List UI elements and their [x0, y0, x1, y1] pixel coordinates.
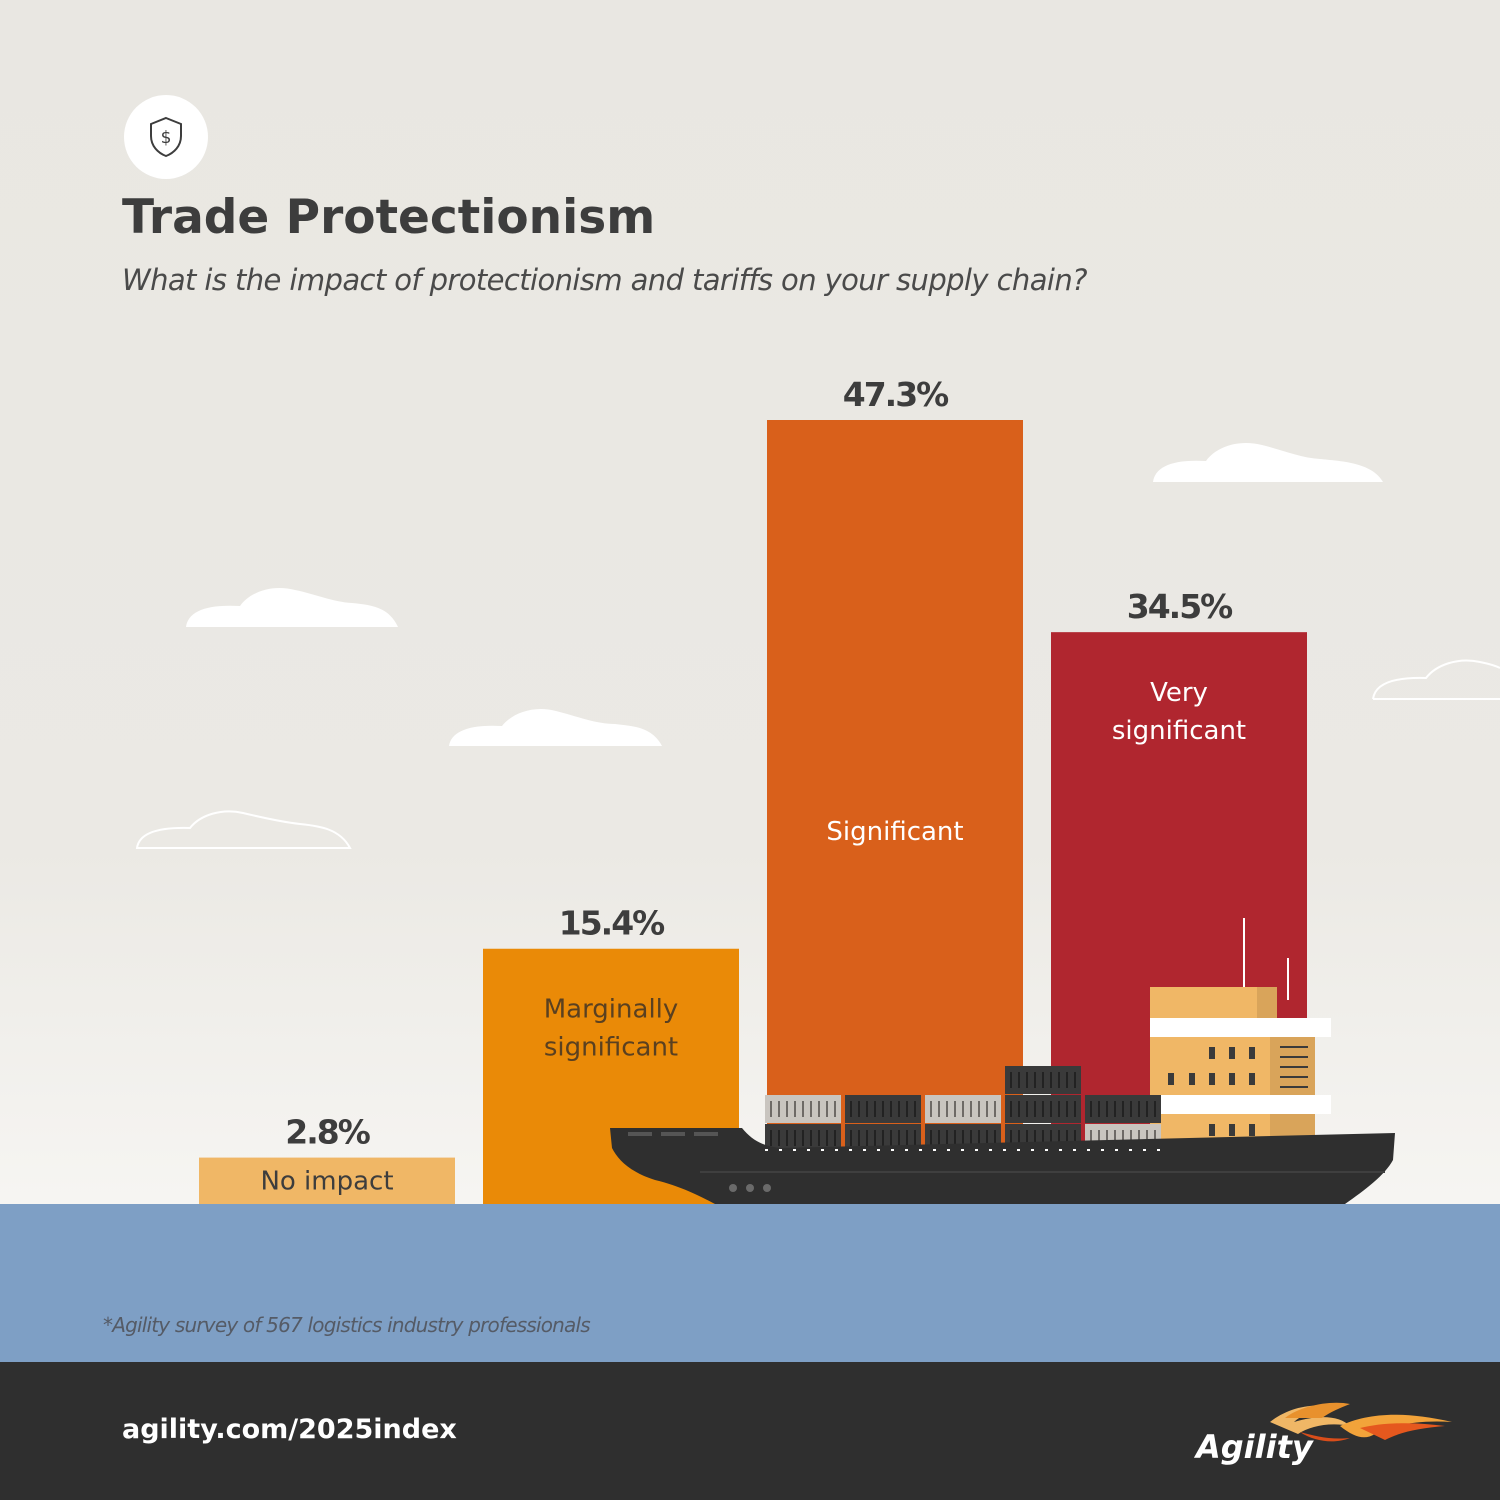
container-ship-illustration: [610, 918, 1395, 1204]
bar-category-label: significant: [1112, 716, 1246, 746]
bar-category-label: Marginally: [544, 995, 679, 1025]
bar-value-label: 15.4%: [559, 904, 665, 943]
bar-value-label: 2.8%: [285, 1113, 370, 1152]
sea: [0, 1204, 1500, 1362]
phoenix-logo-icon: [1270, 1402, 1452, 1442]
page-subtitle: What is the impact of protectionism and …: [122, 263, 1088, 297]
bar-category-label: Significant: [826, 817, 963, 847]
shield-dollar-icon: $: [150, 116, 182, 158]
agility-logo: Agility: [1190, 1392, 1460, 1482]
bar-value-label: 34.5%: [1127, 587, 1233, 626]
footnote: *Agility survey of 567 logistics industr…: [103, 1313, 591, 1337]
bar-value-label: 47.3%: [843, 375, 949, 414]
svg-text:$: $: [161, 128, 172, 148]
cloud-icon: [1372, 659, 1500, 700]
footer: agility.com/2025index Agility: [0, 1362, 1500, 1500]
bar-category-label: significant: [544, 1033, 678, 1063]
bar-2: [767, 420, 1023, 1204]
bars-layer: 2.8% No impact 15.4% Marginally significant 4…: [199, 375, 1307, 1204]
cloud-icon: [1153, 442, 1383, 482]
logo-text: Agility: [1196, 1428, 1313, 1466]
bar-0: [199, 1157, 455, 1204]
bar-category-label: Very: [1150, 678, 1208, 708]
footer-link[interactable]: agility.com/2025index: [122, 1414, 457, 1445]
page-title: Trade Protectionism: [122, 190, 656, 245]
icon-badge: $: [124, 95, 208, 179]
cloud-icon: [449, 708, 662, 746]
cloud-icon: [135, 810, 352, 849]
bar-chart: 2.8% No impact 15.4% Marginally significant 4…: [135, 375, 1500, 1204]
cloud-icon: [186, 587, 398, 627]
bar-category-label: No impact: [260, 1167, 393, 1197]
